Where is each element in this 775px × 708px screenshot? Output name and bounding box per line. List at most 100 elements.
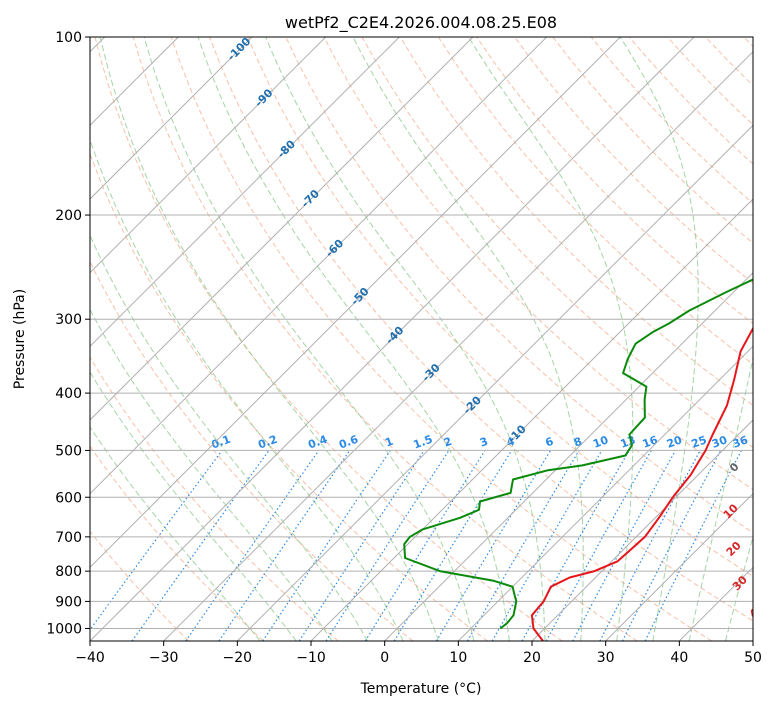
moist-adiabat-line [197, 37, 510, 641]
isobars [90, 37, 753, 629]
mixing-ratio-label: 20 [665, 433, 684, 451]
isotherms [90, 37, 753, 641]
mixing-ratio-label: 0.4 [306, 433, 329, 452]
moist-adiabat-line [352, 37, 584, 641]
moist-adiabat-line [265, 37, 546, 641]
mixing-ratio-label: 16 [641, 433, 660, 451]
x-tick-label: −20 [223, 650, 253, 666]
y-tick-label: 200 [55, 208, 82, 224]
mixing-ratio-label: 4 [505, 435, 517, 450]
mixing-ratio-label: 30 [710, 433, 729, 451]
y-tick-label: 400 [55, 386, 82, 402]
moist-adiabat-line [90, 426, 261, 641]
mixing-ratio-line [325, 450, 450, 641]
mixing-ratio-label: 8 [572, 435, 584, 450]
dry-adiabat-line [170, 37, 712, 641]
dry-adiabat-line [399, 37, 753, 407]
mixing-ratio-label: 0.1 [210, 433, 233, 452]
mixing-ratio-label: 1 [383, 435, 395, 450]
moist-adiabat-line [90, 138, 404, 641]
dry-adiabat-line [247, 37, 753, 577]
mixing-ratio-line [218, 450, 351, 641]
mixing-ratio-label: 6 [544, 435, 556, 450]
y-tick-label: 1000 [46, 621, 82, 637]
moist-adiabat-line [99, 37, 439, 641]
series [403, 278, 753, 641]
chart-title: wetPf2_C2E4.2026.004.08.25.E08 [285, 13, 557, 33]
dry-adiabat-line [94, 37, 563, 641]
dewpoint-profile-line [403, 278, 753, 630]
x-tick-label: 40 [670, 650, 688, 666]
isotherm-line [90, 37, 327, 274]
isotherm-line [90, 37, 695, 641]
dry-adiabat-line [323, 37, 753, 491]
mixing-ratio-label: 13 [619, 433, 638, 450]
mixing-ratio-line [621, 450, 722, 641]
mixing-ratio-line [521, 450, 630, 641]
x-tick-label: 50 [744, 650, 762, 666]
x-tick-label: −30 [149, 650, 179, 666]
mixing-ratio-line [393, 450, 513, 641]
mixing-ratio-label: 0.6 [337, 433, 360, 452]
y-axis: 1000 900 800 700 600 500 400 300 200 100 [46, 30, 90, 637]
moist-adiabats [90, 37, 753, 641]
isotherm-line [310, 198, 753, 641]
y-tick-label: 800 [55, 564, 82, 580]
x-axis-label: Temperature (°C) [360, 681, 482, 697]
x-tick-label: −40 [75, 650, 105, 666]
temperature-profile-line [530, 326, 753, 641]
mixing-ratio-label: 1.5 [412, 433, 435, 452]
mixing-ratio-label: 25 [690, 433, 709, 450]
moist-adiabat-line [90, 371, 297, 641]
mixing-ratio-label: 2 [442, 435, 454, 450]
isotherm-line [457, 345, 753, 641]
dry-adiabat-line [132, 37, 638, 641]
x-tick-label: 30 [597, 650, 615, 666]
dry-adiabat-line [209, 37, 753, 622]
dry-adiabat-line [90, 530, 190, 641]
x-axis: −40 −30 −20 −10 0 10 20 30 40 50 [75, 641, 762, 666]
dry-adiabat-line [90, 445, 264, 641]
dry-adiabat-line [90, 152, 488, 641]
isotherm-line [384, 271, 753, 641]
isotherm-line [531, 419, 753, 641]
isotherm-line [163, 50, 753, 641]
y-axis-label: Pressure (hPa) [12, 289, 28, 389]
dry-adiabat-line [437, 37, 753, 365]
mixing-ratio-label: 0.2 [256, 433, 279, 452]
moist-adiabat-label: 40 [747, 601, 767, 621]
isotherm-line [90, 37, 548, 495]
dry-adiabat-line [90, 356, 339, 641]
mixing-ratio-line [185, 450, 320, 641]
isotherm-line [90, 37, 400, 348]
x-tick-label: 10 [449, 650, 467, 666]
isotherm-line [90, 37, 253, 200]
isotherm-line [605, 492, 753, 641]
x-tick-label: 20 [523, 650, 541, 666]
moist-adiabat-line [90, 234, 369, 641]
x-tick-label: −10 [296, 650, 326, 666]
mixing-ratio-line [262, 450, 391, 641]
moist-adiabat-line [619, 37, 699, 641]
y-tick-label: 900 [55, 594, 82, 610]
plot-frame [89, 36, 754, 642]
y-tick-label: 700 [55, 530, 82, 546]
mixing-ratio-line [644, 450, 743, 641]
isotherm-line [90, 37, 621, 569]
moist-adiabat-line [688, 355, 753, 641]
y-tick-label: 300 [55, 312, 82, 328]
mixing-ratio-line [545, 450, 652, 641]
mixing-ratio-label: 3 [478, 435, 490, 450]
mixing-ratio-line [298, 450, 425, 641]
x-tick-label: 0 [380, 650, 389, 666]
mixing-ratio-line [90, 450, 223, 631]
y-tick-label: 600 [55, 490, 82, 506]
mixing-ratio-label: 10 [591, 433, 610, 451]
y-tick-label: 500 [55, 443, 82, 459]
isotherm-line [90, 37, 474, 421]
y-tick-label: 100 [55, 30, 82, 46]
moist-adiabat-line [143, 37, 475, 641]
isotherm-line [236, 124, 753, 641]
